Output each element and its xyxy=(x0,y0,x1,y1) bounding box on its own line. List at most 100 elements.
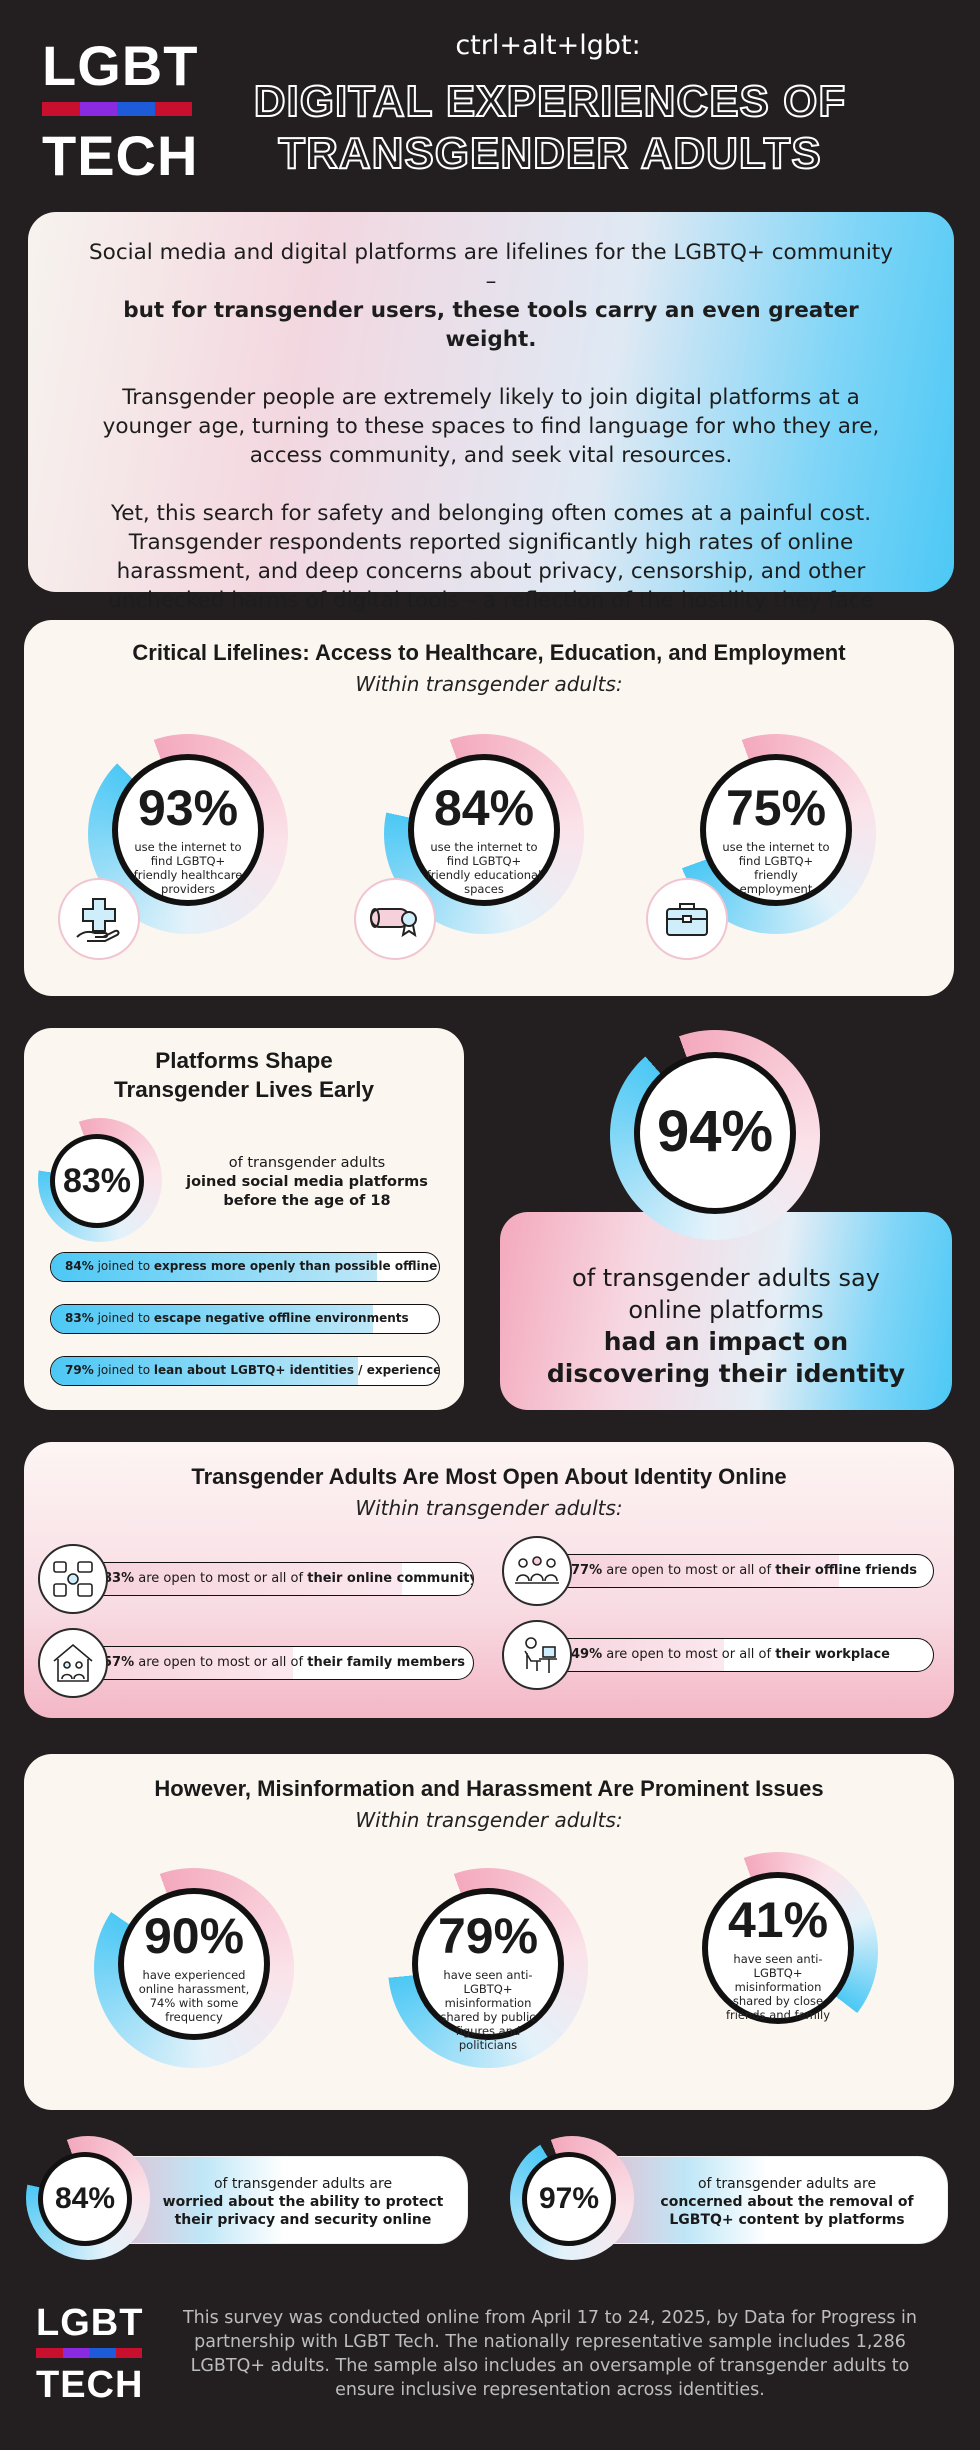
open-bar-fill xyxy=(55,1563,402,1595)
stat-percentage: 75% xyxy=(725,780,827,836)
stat-ring-core: 93% use the internet to find LGBTQ+ frie… xyxy=(112,754,264,906)
identity-line-2: online platforms xyxy=(628,1296,824,1324)
open-bar-label: 49% are open to most or all of their wor… xyxy=(571,1647,890,1662)
stat-ring-core: 90% have experienced online harassment, … xyxy=(118,1888,270,2040)
platforms-stat-text: of transgender adults joined social medi… xyxy=(162,1154,452,1211)
logo-stripe xyxy=(42,102,192,116)
open-panel: Transgender Adults Are Most Open About I… xyxy=(24,1442,954,1718)
concern-text: of transgender adults are concerned abou… xyxy=(639,2175,935,2229)
identity-card: of transgender adults say online platfor… xyxy=(500,1212,952,1410)
harm-subtitle: Within transgender adults: xyxy=(355,1808,623,1832)
stat-caption: have seen anti-LGBTQ+ misinformation sha… xyxy=(725,1952,831,2022)
stat-ring-core: 41% have seen anti-LGBTQ+ misinformation… xyxy=(702,1872,854,2024)
reason-bar-label: 83% joined to escape negative offline en… xyxy=(65,1311,409,1325)
intro-paragraph-1: Social media and digital platforms are l… xyxy=(88,238,894,354)
concern-ring-removal: 97% xyxy=(510,2136,634,2260)
stat-caption: have experienced online harassment, 74% … xyxy=(138,1968,250,2024)
identity-bold-1: had an impact on xyxy=(603,1327,849,1356)
lifelines-title: Critical Lifelines: Access to Healthcare… xyxy=(132,640,846,665)
platforms-text-plain: of transgender adults xyxy=(228,1155,386,1171)
open-bar-fill xyxy=(523,1555,839,1587)
page-title: DIGITAL EXPERIENCES OF TRANSGENDER ADULT… xyxy=(230,76,870,180)
concern-text-bold: concerned about the removal of LGBTQ+ co… xyxy=(660,2194,914,2228)
lifeline-stat-education: 84% use the internet to find LGBTQ+ frie… xyxy=(384,734,584,934)
reason-bar-label: 84% joined to express more openly than p… xyxy=(65,1259,438,1273)
stat-ring-core: 84% use the internet to find LGBTQ+ frie… xyxy=(408,754,560,906)
footer-logo-tech: TECH xyxy=(36,2364,144,2406)
reason-bar: 84% joined to express more openly than p… xyxy=(50,1252,440,1282)
open-title: Transgender Adults Are Most Open About I… xyxy=(191,1464,787,1489)
concern-ring-privacy: 84% xyxy=(26,2136,150,2260)
open-bar-label: 77% are open to most or all of their off… xyxy=(571,1563,918,1578)
open-bar-family: 57% are open to most or all of their fam… xyxy=(54,1646,474,1680)
identity-stat-ring: 94% xyxy=(610,1030,820,1240)
stat-ring-core: 79% have seen anti-LGBTQ+ misinformation… xyxy=(412,1888,564,2052)
concern-text: of transgender adults are worried about … xyxy=(153,2175,453,2229)
platforms-stat-ring: 83% xyxy=(38,1118,162,1242)
friends-group-icon xyxy=(502,1536,572,1606)
identity-line-1: of transgender adults say xyxy=(572,1264,880,1292)
footer-methodology-note: This survey was conducted online from Ap… xyxy=(182,2308,918,2400)
footer-logo-lgbt: LGBT xyxy=(36,2302,144,2344)
reason-bar-fill xyxy=(51,1305,374,1333)
harm-title: However, Misinformation and Harassment A… xyxy=(154,1776,824,1801)
harm-stat-public-figures: 79% have seen anti-LGBTQ+ misinformation… xyxy=(388,1868,588,2068)
footer-logo: LGBT TECH xyxy=(36,2304,142,2404)
stat-ring-core: 94% xyxy=(634,1052,796,1214)
logo-tech: TECH xyxy=(42,124,199,187)
intro-p1-bold: but for transgender users, these tools c… xyxy=(123,298,859,352)
harm-panel: However, Misinformation and Harassment A… xyxy=(24,1754,954,2110)
reason-bar-fill xyxy=(51,1253,377,1281)
healthcare-hand-icon xyxy=(58,878,140,960)
open-bar-workplace: 49% are open to most or all of their wor… xyxy=(522,1638,934,1672)
open-bar-label: 57% are open to most or all of their fam… xyxy=(103,1655,465,1670)
lifeline-stat-healthcare: 93% use the internet to find LGBTQ+ frie… xyxy=(88,734,288,934)
stat-percentage: 90% xyxy=(143,1908,245,1964)
stat-percentage: 93% xyxy=(137,780,239,836)
open-subtitle: Within transgender adults: xyxy=(355,1496,623,1520)
reason-bar: 79% joined to lean about LGBTQ+ identiti… xyxy=(50,1356,440,1386)
reason-bar: 83% joined to escape negative offline en… xyxy=(50,1304,440,1334)
harm-stat-harassment: 90% have experienced online harassment, … xyxy=(94,1868,294,2068)
stat-caption: use the internet to find LGBTQ+ friendly… xyxy=(133,840,243,896)
stat-percentage: 83% xyxy=(50,1134,144,1228)
identity-text: of transgender adults say online platfor… xyxy=(500,1262,952,1390)
stat-percentage: 94% xyxy=(656,1099,774,1164)
header-subtitle: ctrl+alt+lgbt: xyxy=(455,30,641,61)
stat-percentage: 97% xyxy=(522,2152,616,2246)
lifelines-subtitle: Within transgender adults: xyxy=(355,672,623,696)
intro-p1-text: Social media and digital platforms are l… xyxy=(89,240,893,294)
title-line-1: DIGITAL EXPERIENCES OF xyxy=(253,76,847,127)
briefcase-icon xyxy=(646,878,728,960)
stat-percentage: 41% xyxy=(727,1892,829,1948)
stat-ring-core: 75% use the internet to find LGBTQ+ frie… xyxy=(700,754,852,906)
workplace-desk-icon xyxy=(502,1620,572,1690)
open-bar-online-community: 83% are open to most or all of their onl… xyxy=(54,1562,474,1596)
intro-panel: Social media and digital platforms are l… xyxy=(28,212,954,642)
concern-text-plain: of transgender adults are xyxy=(697,2176,877,2192)
open-bar-offline-friends: 77% are open to most or all of their off… xyxy=(522,1554,934,1588)
reason-bar-label: 79% joined to lean about LGBTQ+ identiti… xyxy=(65,1363,440,1377)
platforms-title-line-1: Platforms Shape xyxy=(155,1048,333,1073)
intro-paragraph-2: Transgender people are extremely likely … xyxy=(102,385,880,468)
stat-percentage: 84% xyxy=(433,780,535,836)
header-logo: LGBT TECH xyxy=(42,34,199,187)
lifelines-panel: Critical Lifelines: Access to Healthcare… xyxy=(24,620,954,996)
reason-bar-fill xyxy=(51,1357,358,1385)
platforms-title-line-2: Transgender Lives Early xyxy=(113,1077,375,1102)
concern-text-plain: of transgender adults are xyxy=(213,2176,393,2192)
title-line-2: TRANSGENDER ADULTS xyxy=(277,128,822,179)
platforms-text-bold: joined social media platforms before the… xyxy=(186,1174,428,1209)
diploma-icon xyxy=(354,878,436,960)
open-bar-label: 83% are open to most or all of their onl… xyxy=(103,1571,474,1586)
stat-percentage: 79% xyxy=(437,1908,539,1964)
stat-caption: have seen anti-LGBTQ+ misinformation sha… xyxy=(440,1968,536,2052)
concern-text-bold: worried about the ability to protect the… xyxy=(162,2194,444,2228)
stat-percentage: 84% xyxy=(38,2152,132,2246)
family-home-icon xyxy=(38,1628,108,1698)
footer-logo-stripe xyxy=(36,2348,142,2358)
harm-stat-friends-family: 41% have seen anti-LGBTQ+ misinformation… xyxy=(678,1852,878,2052)
platforms-title: Platforms Shape Transgender Lives Early xyxy=(24,1046,464,1104)
logo-lgbt: LGBT xyxy=(42,34,199,97)
platforms-panel: Platforms Shape Transgender Lives Early … xyxy=(24,1028,464,1410)
